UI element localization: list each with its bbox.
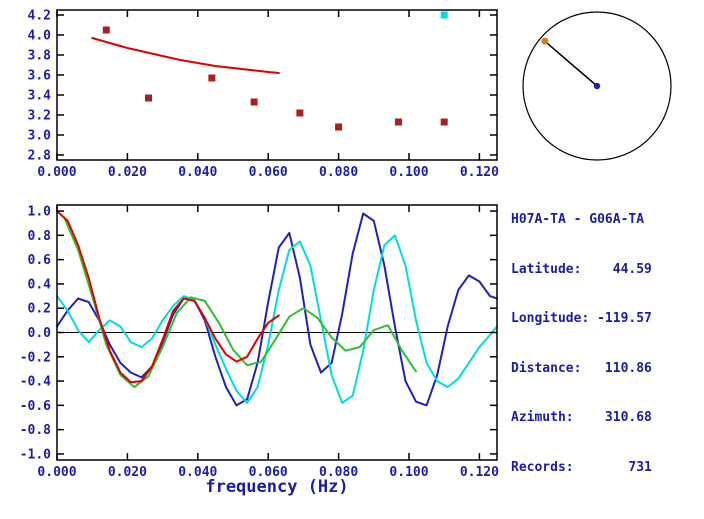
svg-text:3.2: 3.2 <box>28 109 51 124</box>
station-info: H07A-TA - G06A-TA Latitude: 44.59 Longit… <box>511 179 652 509</box>
svg-text:3.8: 3.8 <box>28 49 52 64</box>
svg-text:4.0: 4.0 <box>28 29 52 44</box>
svg-text:0.060: 0.060 <box>249 465 288 480</box>
svg-text:0.020: 0.020 <box>108 165 147 180</box>
azimuth-compass <box>522 11 672 161</box>
svg-text:-0.8: -0.8 <box>20 423 51 438</box>
svg-text:4.2: 4.2 <box>28 9 51 24</box>
correlation-waveform-plot[interactable]: 0.000 0.020 0.040 0.060 0.080 0.100 0.120 1.0 0.… <box>0 195 504 495</box>
svg-text:0.000: 0.000 <box>37 165 76 180</box>
svg-text:0.000: 0.000 <box>37 465 76 480</box>
x-axis-label: frequency (Hz) <box>205 477 349 497</box>
svg-text:0.100: 0.100 <box>389 465 428 480</box>
latitude-line: Latitude: 44.59 <box>511 261 652 277</box>
azimuth-line: Azimuth: 310.68 <box>511 410 652 425</box>
svg-text:0.100: 0.100 <box>389 165 428 180</box>
svg-text:0.0: 0.0 <box>28 326 52 341</box>
svg-text:0.080: 0.080 <box>319 165 358 180</box>
svg-text:3.0: 3.0 <box>28 129 52 144</box>
svg-text:0.020: 0.020 <box>108 465 147 480</box>
svg-text:0.4: 0.4 <box>28 277 52 292</box>
svg-text:2.8: 2.8 <box>28 149 52 164</box>
svg-text:0.060: 0.060 <box>249 165 288 180</box>
group-velocity-plot[interactable]: 0.000 0.020 0.040 0.060 0.080 0.100 0.120 2.8 3.… <box>0 0 504 192</box>
svg-text:0.6: 0.6 <box>28 253 52 268</box>
longitude-line: Longitude: -119.57 <box>511 311 652 326</box>
svg-text:0.040: 0.040 <box>178 165 217 180</box>
distance-line: Distance: 110.86 <box>511 360 652 376</box>
svg-text:0.080: 0.080 <box>319 465 358 480</box>
svg-text:-0.6: -0.6 <box>20 399 51 414</box>
svg-text:3.4: 3.4 <box>28 89 52 104</box>
svg-text:0.2: 0.2 <box>28 302 51 317</box>
station-pair-title: H07A-TA - G06A-TA <box>511 212 645 227</box>
svg-text:0.040: 0.040 <box>178 465 217 480</box>
svg-text:-0.2: -0.2 <box>20 350 51 365</box>
svg-text:0.8: 0.8 <box>28 229 52 244</box>
records-line: Records: 731 <box>511 459 652 475</box>
svg-text:-1.0: -1.0 <box>20 447 51 462</box>
svg-text:3.6: 3.6 <box>28 69 52 84</box>
svg-text:1.0: 1.0 <box>28 205 52 220</box>
svg-text:0.120: 0.120 <box>460 465 499 480</box>
svg-text:0.120: 0.120 <box>460 165 499 180</box>
svg-text:-0.4: -0.4 <box>20 375 51 390</box>
